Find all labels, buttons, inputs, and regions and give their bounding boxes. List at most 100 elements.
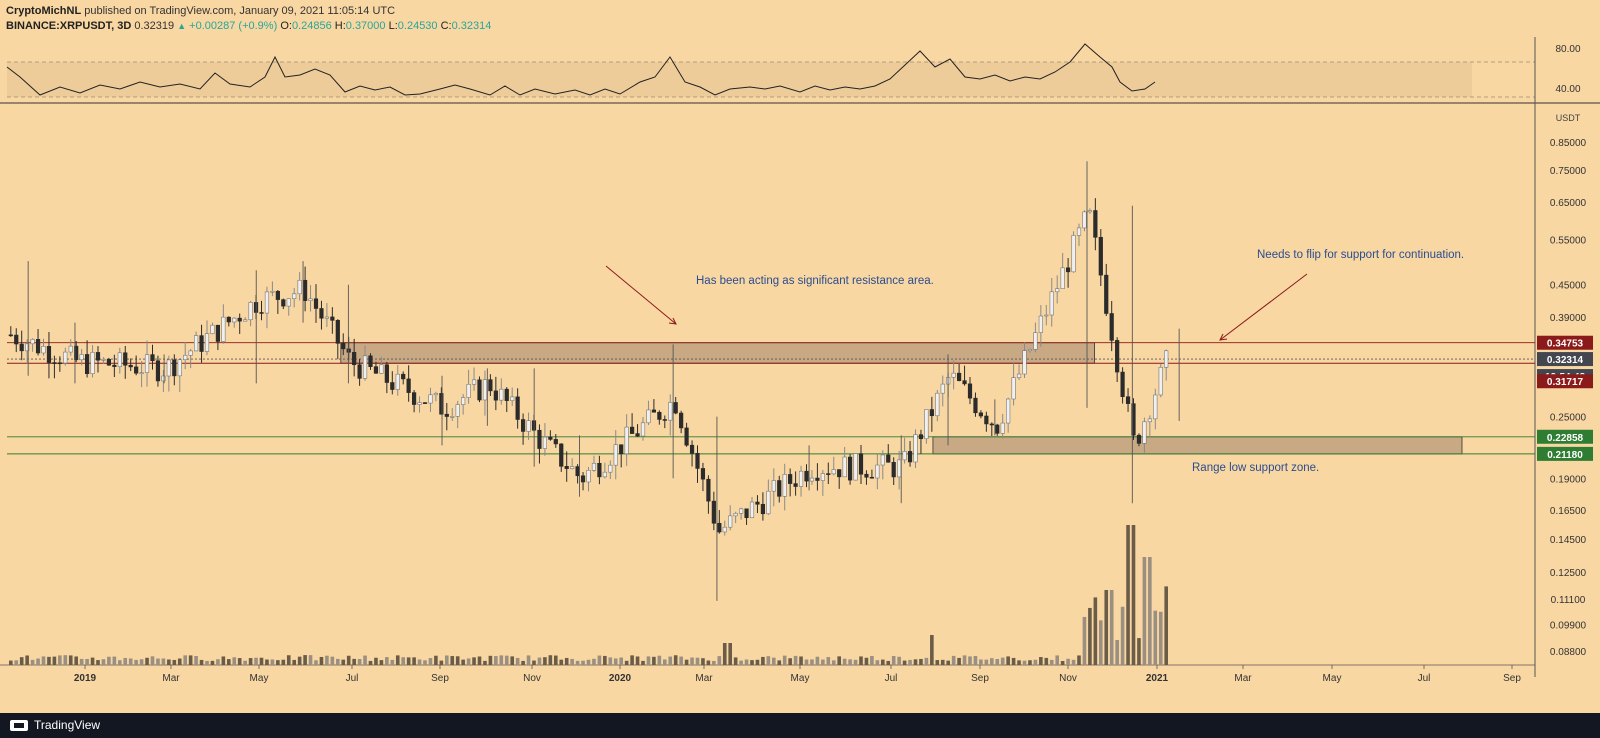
candle-body[interactable] xyxy=(978,412,983,417)
candle-body[interactable] xyxy=(809,477,815,482)
candle-body[interactable] xyxy=(973,397,978,414)
candle-body[interactable] xyxy=(1147,418,1152,423)
candle-body[interactable] xyxy=(777,480,782,497)
candle-body[interactable] xyxy=(297,279,302,295)
candle-body[interactable] xyxy=(853,453,858,481)
candle-body[interactable] xyxy=(177,359,182,377)
candle-body[interactable] xyxy=(515,396,520,420)
candle-body[interactable] xyxy=(586,470,591,483)
candle-body[interactable] xyxy=(134,366,139,374)
candle-body[interactable] xyxy=(1164,350,1169,368)
candle-body[interactable] xyxy=(875,464,880,479)
candle-body[interactable] xyxy=(580,475,586,483)
candle-body[interactable] xyxy=(68,345,73,353)
candle-body[interactable] xyxy=(433,393,439,396)
candle-body[interactable] xyxy=(19,343,24,352)
candle-body[interactable] xyxy=(101,359,106,361)
candle-body[interactable] xyxy=(444,413,449,417)
candle-body[interactable] xyxy=(1033,332,1038,350)
candle-body[interactable] xyxy=(880,454,885,466)
candle-body[interactable] xyxy=(1076,227,1082,236)
candle-body[interactable] xyxy=(417,402,422,405)
candle-body[interactable] xyxy=(466,383,471,398)
candle-body[interactable] xyxy=(1136,434,1142,444)
price-chart[interactable]: Has been acting as significant resistanc… xyxy=(0,37,1600,713)
candle-body[interactable] xyxy=(918,434,924,440)
candle-body[interactable] xyxy=(717,522,722,533)
candle-body[interactable] xyxy=(243,319,248,322)
candle-body[interactable] xyxy=(1082,211,1087,229)
candle-body[interactable] xyxy=(1115,340,1120,373)
candle-body[interactable] xyxy=(684,427,689,446)
candle-body[interactable] xyxy=(1098,236,1103,276)
candle-body[interactable] xyxy=(924,409,929,440)
candle-body[interactable] xyxy=(591,462,597,471)
author-name[interactable]: CryptoMichNL xyxy=(6,5,82,17)
candle-body[interactable] xyxy=(897,459,902,478)
candle-body[interactable] xyxy=(570,466,575,469)
candle-body[interactable] xyxy=(1142,421,1147,444)
candle-body[interactable] xyxy=(907,451,913,463)
candle-body[interactable] xyxy=(46,346,52,363)
candle-body[interactable] xyxy=(166,359,171,377)
candle-body[interactable] xyxy=(575,466,580,477)
candle-body[interactable] xyxy=(1093,210,1098,238)
candle-body[interactable] xyxy=(1125,396,1131,404)
candle-body[interactable] xyxy=(711,500,716,524)
candle-body[interactable] xyxy=(264,291,270,314)
candle-body[interactable] xyxy=(837,469,842,478)
candle-body[interactable] xyxy=(302,279,308,301)
candle-body[interactable] xyxy=(869,476,874,479)
candle-body[interactable] xyxy=(401,373,406,380)
candle-body[interactable] xyxy=(1000,422,1005,434)
candle-body[interactable] xyxy=(989,423,994,426)
candle-body[interactable] xyxy=(673,402,678,414)
candle-body[interactable] xyxy=(237,317,242,322)
candle-body[interactable] xyxy=(886,454,891,463)
candle-body[interactable] xyxy=(749,501,755,519)
candle-body[interactable] xyxy=(640,422,646,437)
candle-body[interactable] xyxy=(41,346,46,354)
candle-body[interactable] xyxy=(1060,267,1065,289)
candle-body[interactable] xyxy=(662,419,667,421)
candle-body[interactable] xyxy=(935,392,940,417)
candle-body[interactable] xyxy=(379,364,384,374)
candle-body[interactable] xyxy=(542,436,547,449)
candle-body[interactable] xyxy=(488,379,493,392)
candle-body[interactable] xyxy=(984,415,989,425)
candle-body[interactable] xyxy=(559,443,564,467)
candle-body[interactable] xyxy=(324,316,330,319)
candle-body[interactable] xyxy=(422,402,428,404)
candle-body[interactable] xyxy=(722,526,727,533)
candle-body[interactable] xyxy=(128,364,133,368)
candle-body[interactable] xyxy=(864,473,869,478)
candle-body[interactable] xyxy=(1153,394,1158,420)
candle-body[interactable] xyxy=(526,420,531,432)
candle-body[interactable] xyxy=(226,316,231,323)
candle-body[interactable] xyxy=(782,474,787,497)
candle-body[interactable] xyxy=(956,372,962,381)
candle-body[interactable] xyxy=(57,362,62,365)
candle-body[interactable] xyxy=(820,473,825,481)
candle-body[interactable] xyxy=(335,320,340,344)
candle-body[interactable] xyxy=(744,508,749,519)
candle-body[interactable] xyxy=(477,379,482,401)
candle-body[interactable] xyxy=(95,352,101,361)
candle-body[interactable] xyxy=(1066,267,1071,273)
candle-body[interactable] xyxy=(139,372,144,375)
candle-body[interactable] xyxy=(700,468,706,480)
candle-body[interactable] xyxy=(951,372,956,378)
candle-body[interactable] xyxy=(1038,315,1043,333)
candle-body[interactable] xyxy=(755,501,760,505)
candle-body[interactable] xyxy=(804,470,809,482)
candle-body[interactable] xyxy=(537,429,542,449)
candle-body[interactable] xyxy=(815,477,820,481)
candle-body[interactable] xyxy=(624,426,629,455)
candle-body[interactable] xyxy=(602,471,607,478)
candle-body[interactable] xyxy=(689,444,695,454)
candle-body[interactable] xyxy=(553,439,558,445)
candle-body[interactable] xyxy=(319,308,324,319)
candle-body[interactable] xyxy=(619,444,624,455)
candle-body[interactable] xyxy=(232,317,237,323)
candle-body[interactable] xyxy=(1006,398,1011,424)
